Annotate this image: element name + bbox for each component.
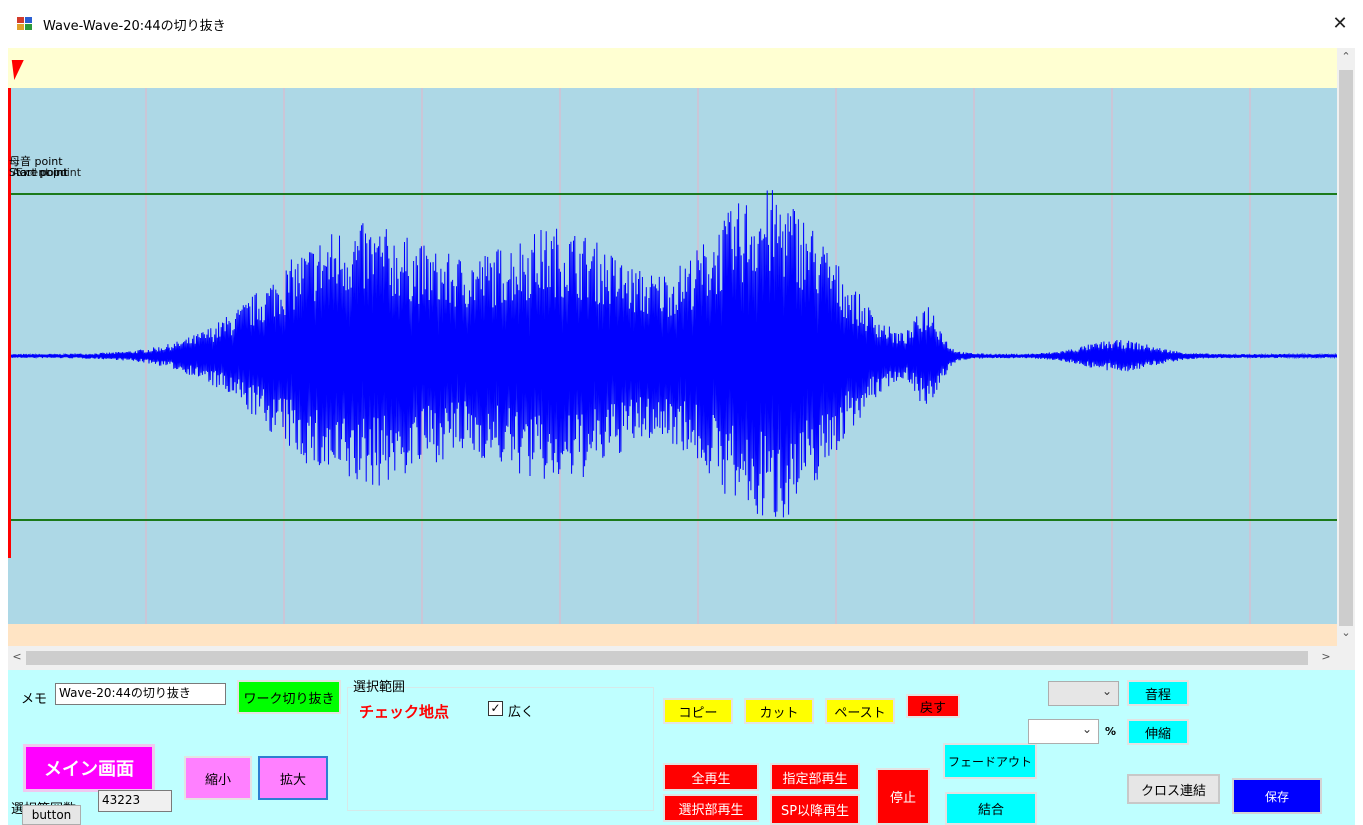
percent-label: % (1105, 725, 1117, 738)
title-bar: Wave-Wave-20:44の切り抜き ✕ (0, 0, 1363, 48)
save-button[interactable]: 保存 (1232, 778, 1322, 814)
scroll-up-icon[interactable]: ⌃ (1341, 50, 1351, 63)
play-range-button[interactable]: 指定部再生 (770, 763, 860, 791)
cursor-line (8, 88, 11, 558)
selection-count-field: 43223 (98, 790, 172, 812)
copy-button[interactable]: コピー (663, 698, 733, 724)
scroll-right-icon[interactable]: > (1321, 650, 1331, 663)
pitch-combo[interactable]: ⌄ (1048, 681, 1119, 706)
control-panel: メモ Wave-20:44の切り抜き ワーク切り抜き 選択範囲 チェック地点 ✓… (8, 670, 1355, 825)
vertical-scrollbar[interactable]: ⌃ ⌄ (1337, 48, 1355, 646)
accent-point-label: Accent point (12, 166, 82, 179)
wave-panel[interactable]: 母音 point Start point Accent point End po… (8, 48, 1337, 646)
enlarge-button[interactable]: 拡大 (258, 756, 328, 800)
play-selection-button[interactable]: 選択部再生 (663, 794, 759, 822)
vowel-point-label: 母音 point (9, 155, 63, 168)
paste-button[interactable]: ペースト (825, 698, 895, 724)
end-point-label: End point (16, 166, 69, 179)
scroll-left-icon[interactable]: < (12, 650, 22, 663)
generic-button[interactable]: button (22, 805, 81, 825)
pitch-button[interactable]: 音程 (1127, 680, 1189, 706)
horizontal-scrollbar[interactable]: < > (8, 646, 1337, 670)
marker-strip[interactable] (8, 48, 1337, 88)
memo-label: メモ (21, 692, 48, 707)
range-strip[interactable] (8, 624, 1337, 646)
cut-button[interactable]: カット (744, 698, 814, 724)
horizontal-scroll-thumb[interactable] (26, 651, 1308, 665)
scroll-down-icon[interactable]: ⌄ (1341, 626, 1351, 639)
work-cut-button[interactable]: ワーク切り抜き (237, 680, 341, 714)
scrollbar-corner (1337, 646, 1355, 670)
main-screen-button[interactable]: メイン画面 (23, 744, 155, 792)
selection-group-title: 選択範囲 (353, 680, 406, 695)
shrink-button[interactable]: 縮小 (184, 756, 252, 800)
waveform-path (8, 190, 1337, 518)
start-point-label: Start point (9, 166, 68, 179)
wide-checkbox[interactable]: ✓ (488, 701, 503, 716)
stretch-button[interactable]: 伸縮 (1127, 719, 1189, 745)
wide-checkbox-label: 広く (508, 705, 535, 720)
app-icon (17, 17, 33, 31)
stretch-combo[interactable]: ⌄ (1028, 719, 1099, 744)
memo-field[interactable]: Wave-20:44の切り抜き (55, 683, 226, 705)
close-icon[interactable]: ✕ (1332, 13, 1348, 34)
fade-out-button[interactable]: フェードアウト (943, 743, 1037, 779)
chevron-down-icon: ⌄ (1081, 722, 1092, 736)
position-marker-icon[interactable] (8, 60, 24, 80)
vertical-scroll-thumb[interactable] (1339, 70, 1353, 626)
checkpoint-label: チェック地点 (359, 703, 450, 721)
chevron-down-icon: ⌄ (1101, 684, 1112, 698)
selection-group (347, 687, 654, 811)
join-button[interactable]: 結合 (945, 792, 1037, 825)
waveform-canvas[interactable] (8, 88, 1337, 624)
cross-join-button[interactable]: クロス連結 (1127, 774, 1220, 804)
window-title: Wave-Wave-20:44の切り抜き (43, 19, 226, 34)
stop-button[interactable]: 停止 (876, 768, 930, 825)
undo-button[interactable]: 戻す (906, 694, 960, 718)
play-all-button[interactable]: 全再生 (663, 763, 759, 791)
play-after-sp-button[interactable]: SP以降再生 (770, 794, 860, 825)
